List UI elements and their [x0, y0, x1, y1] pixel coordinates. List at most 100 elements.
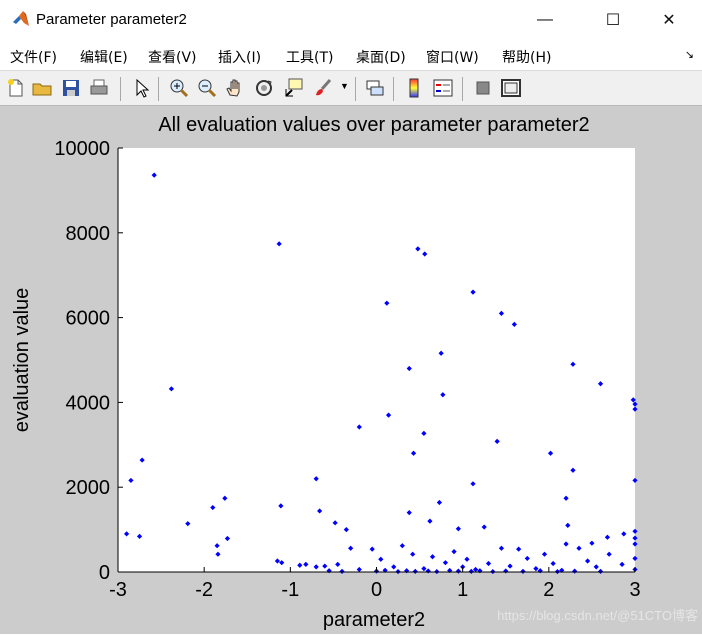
open-folder-icon[interactable] — [31, 77, 53, 99]
data-point — [391, 564, 397, 570]
data-point — [604, 534, 611, 540]
toolbar-separator — [393, 77, 394, 101]
x-tick-label: -1 — [281, 579, 299, 601]
data-point — [339, 568, 345, 574]
data-point — [385, 412, 392, 418]
menu-edit[interactable]: 编辑(E) — [80, 50, 128, 66]
menu-insert[interactable]: 插入(I) — [218, 50, 262, 66]
pointer-icon[interactable] — [130, 77, 152, 99]
scatter-plot[interactable]: All evaluation values over parameter par… — [0, 106, 702, 634]
data-point — [516, 546, 522, 552]
minimize-icon: — — [537, 11, 553, 28]
data-point — [468, 568, 474, 574]
y-axis: 0 2000 4000 6000 8000 10000 — [54, 138, 123, 584]
data-point — [136, 533, 143, 539]
data-point — [343, 527, 349, 533]
data-point — [215, 551, 221, 557]
data-cursor-icon[interactable] — [283, 77, 305, 99]
data-point — [124, 531, 130, 537]
data-point — [440, 392, 446, 398]
data-point — [576, 545, 582, 551]
x-tick-label: 1 — [457, 579, 468, 601]
data-point — [421, 430, 427, 436]
data-point — [632, 535, 638, 541]
data-point — [597, 381, 604, 387]
data-point — [335, 561, 341, 567]
data-point — [572, 568, 578, 574]
data-point — [585, 558, 591, 564]
colorbar-icon[interactable] — [403, 77, 425, 99]
zoom-out-icon[interactable] — [196, 77, 218, 99]
data-point — [460, 564, 466, 570]
menu-help[interactable]: 帮助(H) — [502, 50, 552, 66]
menu-tools[interactable]: 工具(T) — [286, 50, 334, 66]
toolbar-separator — [462, 77, 463, 101]
show-tools-icon[interactable] — [500, 77, 522, 99]
plot-axes[interactable] — [118, 148, 635, 572]
data-point — [550, 560, 556, 567]
close-icon: ✕ — [662, 12, 676, 29]
data-point — [541, 551, 548, 557]
data-point — [451, 549, 457, 555]
minimize-button[interactable]: — — [522, 0, 568, 40]
menu-file[interactable]: 文件(F) — [10, 50, 57, 66]
data-point — [382, 567, 388, 573]
menu-dock-arrow-icon[interactable]: ↘ — [684, 49, 694, 61]
data-point — [425, 568, 431, 574]
hide-tools-icon[interactable] — [472, 77, 494, 99]
x-tick-label: 3 — [629, 579, 640, 601]
save-icon[interactable] — [60, 77, 82, 99]
data-point — [597, 568, 604, 574]
data-point — [464, 556, 470, 562]
data-point — [399, 543, 405, 549]
matlab-logo-icon — [12, 10, 30, 28]
y-tick-label: 2000 — [66, 477, 111, 499]
data-point — [559, 567, 565, 573]
data-point — [621, 531, 627, 537]
data-point — [313, 564, 319, 570]
data-point — [547, 450, 554, 456]
data-points — [124, 172, 638, 575]
link-plot-icon[interactable] — [364, 77, 386, 99]
data-point — [406, 365, 412, 372]
data-point — [494, 438, 500, 445]
data-point — [222, 495, 228, 501]
y-tick-label: 6000 — [66, 308, 111, 330]
brush-dropdown-icon[interactable]: ▼ — [340, 81, 349, 91]
data-point — [436, 499, 443, 506]
data-point — [632, 528, 638, 534]
menu-window[interactable]: 窗口(W) — [426, 50, 479, 66]
data-point — [565, 522, 571, 528]
x-tick-label: 0 — [371, 579, 382, 601]
data-point — [356, 424, 362, 430]
data-point — [470, 481, 476, 487]
data-point — [332, 520, 338, 526]
data-point — [485, 560, 492, 567]
maximize-icon: ☐ — [605, 12, 621, 29]
data-point — [297, 562, 303, 568]
rotate-3d-icon[interactable] — [253, 77, 275, 99]
legend-icon[interactable] — [432, 77, 454, 99]
data-point — [481, 524, 487, 530]
data-point — [570, 361, 576, 367]
new-figure-icon[interactable] — [5, 77, 27, 99]
data-point — [498, 545, 505, 551]
menu-view[interactable]: 查看(V) — [148, 50, 197, 66]
maximize-button[interactable]: ☐ — [590, 0, 636, 40]
data-point — [427, 518, 433, 524]
x-tick-label: 2 — [543, 579, 554, 601]
data-point — [563, 495, 569, 501]
brush-icon[interactable] — [312, 77, 334, 99]
data-point — [606, 551, 612, 557]
data-point — [313, 476, 319, 482]
data-point — [632, 406, 638, 412]
close-button[interactable]: ✕ — [646, 0, 692, 40]
data-point — [524, 555, 530, 562]
data-point — [415, 246, 421, 252]
data-point — [410, 450, 417, 456]
print-icon[interactable] — [88, 77, 110, 99]
data-point — [348, 545, 354, 551]
zoom-in-icon[interactable] — [168, 77, 190, 99]
menu-desktop[interactable]: 桌面(D) — [356, 50, 406, 66]
pan-hand-icon[interactable] — [224, 77, 246, 99]
